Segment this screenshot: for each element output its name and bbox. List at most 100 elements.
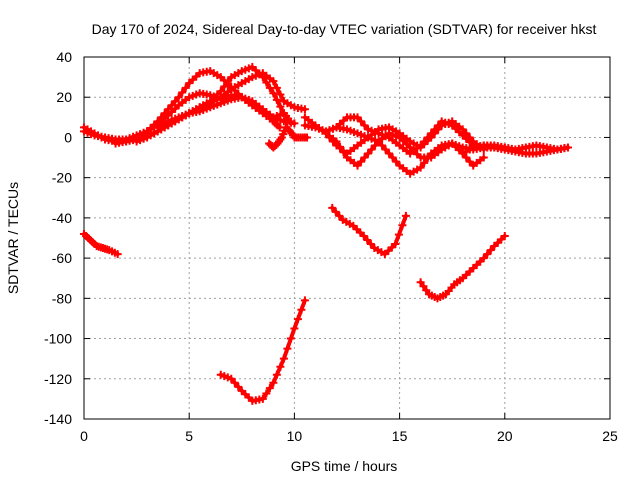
x-tick-label: 10	[287, 428, 303, 444]
y-tick-label: -40	[52, 210, 72, 226]
data-point	[427, 133, 436, 142]
data-point	[171, 97, 180, 106]
data-point	[300, 105, 309, 114]
data-point	[230, 378, 239, 387]
data-point	[353, 161, 362, 170]
y-tick-label: -140	[44, 411, 72, 427]
data-point	[367, 145, 376, 154]
data-point	[422, 286, 431, 295]
data-point	[419, 282, 428, 291]
data-point	[366, 240, 375, 249]
data-point	[331, 207, 340, 216]
data-point	[434, 125, 443, 134]
data-point	[227, 374, 236, 383]
x-axis-label: GPS time / hours	[291, 458, 398, 474]
data-point	[430, 129, 439, 138]
data-point	[265, 83, 274, 92]
data-point	[272, 370, 281, 379]
data-point	[416, 163, 425, 172]
data-point	[339, 148, 348, 157]
y-tick-label: 0	[64, 129, 72, 145]
data-point	[357, 157, 366, 166]
data-point	[269, 89, 278, 98]
chart-title: Day 170 of 2024, Sidereal Day-to-day VTE…	[92, 21, 597, 37]
data-point	[479, 153, 488, 162]
x-tick-label: 0	[80, 428, 88, 444]
data-point	[486, 246, 495, 255]
data-point	[286, 334, 295, 343]
y-tick-label: -120	[44, 371, 72, 387]
data-point	[332, 137, 341, 146]
data-point	[265, 384, 274, 393]
data-point	[371, 141, 380, 150]
data-point	[398, 221, 407, 230]
series-track-l	[479, 141, 572, 154]
data-point	[359, 231, 368, 240]
y-tick-label: -20	[52, 170, 72, 186]
data-point	[462, 129, 471, 138]
data-point	[269, 77, 278, 86]
series-track-m	[80, 229, 122, 259]
data-point	[220, 82, 229, 91]
data-point	[353, 113, 362, 122]
data-point	[293, 315, 302, 324]
data-point	[483, 250, 492, 259]
data-point	[479, 254, 488, 263]
data-point	[381, 145, 390, 154]
data-point	[297, 305, 306, 314]
series-trace	[323, 131, 486, 168]
data-point	[272, 95, 281, 104]
series-track-e	[153, 93, 299, 132]
data-point	[328, 203, 337, 212]
data-point	[300, 296, 309, 305]
data-point	[262, 78, 271, 87]
data-point	[269, 378, 278, 387]
x-tick-label: 15	[392, 428, 408, 444]
data-point	[388, 153, 397, 162]
y-tick-label: -100	[44, 331, 72, 347]
y-axis-label: SDTVAR / TECUs	[5, 182, 21, 294]
data-points	[80, 63, 572, 405]
data-point	[392, 157, 401, 166]
y-tick-label: -80	[52, 290, 72, 306]
data-point	[335, 211, 344, 220]
data-point	[279, 354, 288, 363]
series-track-o	[328, 203, 410, 259]
series-track-j	[332, 117, 488, 154]
series-track-p	[416, 231, 509, 303]
series-track-f	[265, 123, 312, 152]
series-track-n	[216, 296, 309, 405]
data-point	[364, 149, 373, 158]
data-point	[360, 153, 369, 162]
data-point	[113, 250, 122, 259]
data-point	[276, 362, 285, 371]
data-point	[385, 149, 394, 158]
data-point	[563, 143, 572, 152]
data-point	[394, 230, 403, 239]
data-point	[276, 90, 285, 99]
data-point	[357, 117, 366, 126]
data-point	[458, 125, 467, 134]
data-point	[303, 133, 312, 142]
data-point	[272, 83, 281, 92]
data-point	[234, 382, 243, 391]
data-point	[363, 236, 372, 245]
data-point	[174, 93, 183, 102]
data-point	[378, 141, 387, 150]
y-tick-label: -60	[52, 250, 72, 266]
data-point	[276, 102, 285, 111]
data-point	[465, 157, 474, 166]
x-tick-label: 25	[602, 428, 618, 444]
series-trace	[330, 205, 408, 257]
data-point	[500, 231, 509, 240]
data-point	[416, 278, 425, 287]
data-point	[465, 133, 474, 142]
data-point	[290, 119, 299, 128]
data-point	[283, 344, 292, 353]
data-point	[178, 88, 187, 97]
data-point	[223, 77, 232, 86]
data-point	[335, 142, 344, 151]
data-point	[401, 211, 410, 220]
y-tick-label: 20	[56, 89, 72, 105]
